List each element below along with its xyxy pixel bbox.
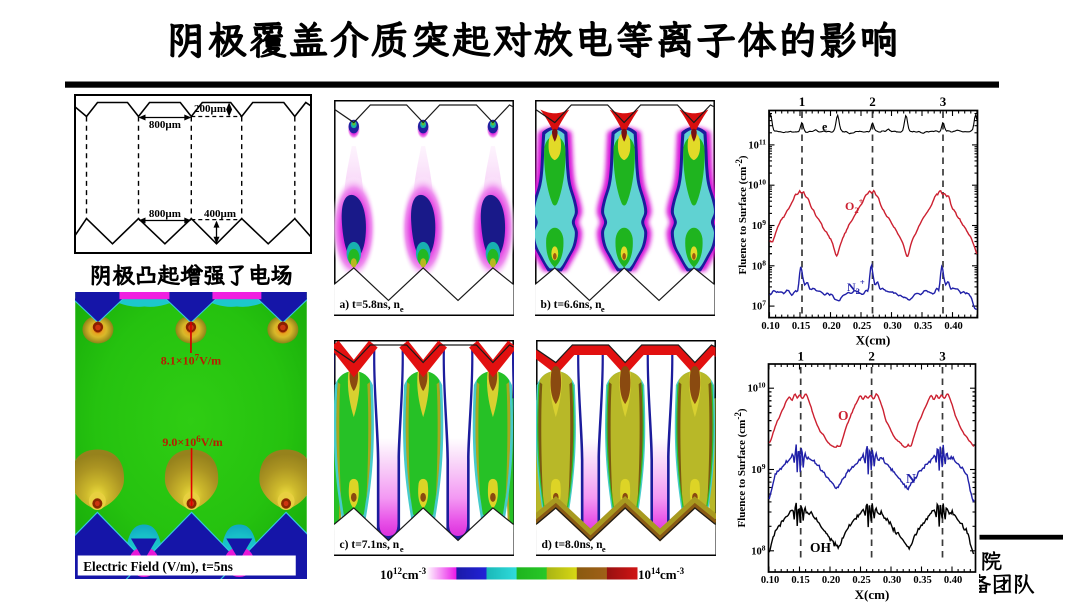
- svg-text:0.15: 0.15: [791, 575, 809, 586]
- svg-text:800µm: 800µm: [148, 208, 180, 220]
- svg-text:2: 2: [869, 94, 876, 109]
- svg-text:X(cm): X(cm): [856, 333, 891, 348]
- svg-text:O: O: [838, 408, 849, 423]
- svg-text:Fluence to Surface (cm-2): Fluence to Surface (cm-2): [733, 408, 748, 527]
- svg-text:1014cm-3: 1014cm-3: [638, 566, 685, 582]
- svg-text:N: N: [906, 471, 916, 486]
- svg-text:OH: OH: [810, 540, 832, 555]
- svg-text:0.20: 0.20: [822, 321, 840, 332]
- svg-text:200µm: 200µm: [193, 103, 225, 115]
- svg-text:e: e: [822, 120, 828, 134]
- svg-text:0.40: 0.40: [944, 321, 962, 332]
- svg-text:3: 3: [939, 349, 946, 364]
- svg-text:0.40: 0.40: [944, 575, 962, 586]
- svg-text:0.25: 0.25: [852, 575, 870, 586]
- svg-text:2: 2: [868, 349, 875, 364]
- svg-text:0.30: 0.30: [883, 575, 901, 586]
- svg-text:e: e: [602, 543, 606, 553]
- svg-text:0.10: 0.10: [761, 321, 779, 332]
- svg-text:0.25: 0.25: [853, 321, 871, 332]
- svg-text:e: e: [400, 304, 404, 314]
- svg-text:108: 108: [751, 543, 766, 557]
- svg-text:400µm: 400µm: [203, 208, 235, 220]
- svg-text:d) t=8.0ns, n: d) t=8.0ns, n: [542, 538, 604, 550]
- svg-text:1: 1: [797, 349, 804, 364]
- svg-text:e: e: [601, 304, 605, 314]
- svg-text:a) t=5.8ns, n: a) t=5.8ns, n: [340, 299, 401, 311]
- svg-text:Electric Field (V/m), t=5ns: Electric Field (V/m), t=5ns: [83, 559, 233, 574]
- svg-text:109: 109: [751, 462, 766, 476]
- svg-text:0.35: 0.35: [914, 321, 932, 332]
- svg-text:b) t=6.6ns, n: b) t=6.6ns, n: [540, 299, 602, 311]
- svg-text:Fluence to Surface (cm-2): Fluence to Surface (cm-2): [734, 155, 749, 274]
- svg-text:c) t=7.1ns, n: c) t=7.1ns, n: [340, 538, 400, 550]
- svg-text:0.20: 0.20: [822, 575, 840, 586]
- svg-text:800µm: 800µm: [148, 119, 180, 131]
- svg-text:1: 1: [799, 94, 806, 109]
- svg-text:1010: 1010: [748, 381, 766, 395]
- svg-text:0.35: 0.35: [913, 575, 931, 586]
- svg-text:X(cm): X(cm): [855, 587, 890, 602]
- svg-text:3: 3: [940, 94, 947, 109]
- svg-text:8.1×107V/m: 8.1×107V/m: [160, 353, 220, 368]
- svg-text:0.10: 0.10: [761, 575, 779, 586]
- svg-text:0.15: 0.15: [792, 321, 810, 332]
- svg-text:9.0×106V/m: 9.0×106V/m: [162, 434, 222, 449]
- svg-text:1012cm-3: 1012cm-3: [380, 566, 427, 582]
- svg-text:0.30: 0.30: [883, 321, 901, 332]
- svg-text:e: e: [400, 543, 404, 553]
